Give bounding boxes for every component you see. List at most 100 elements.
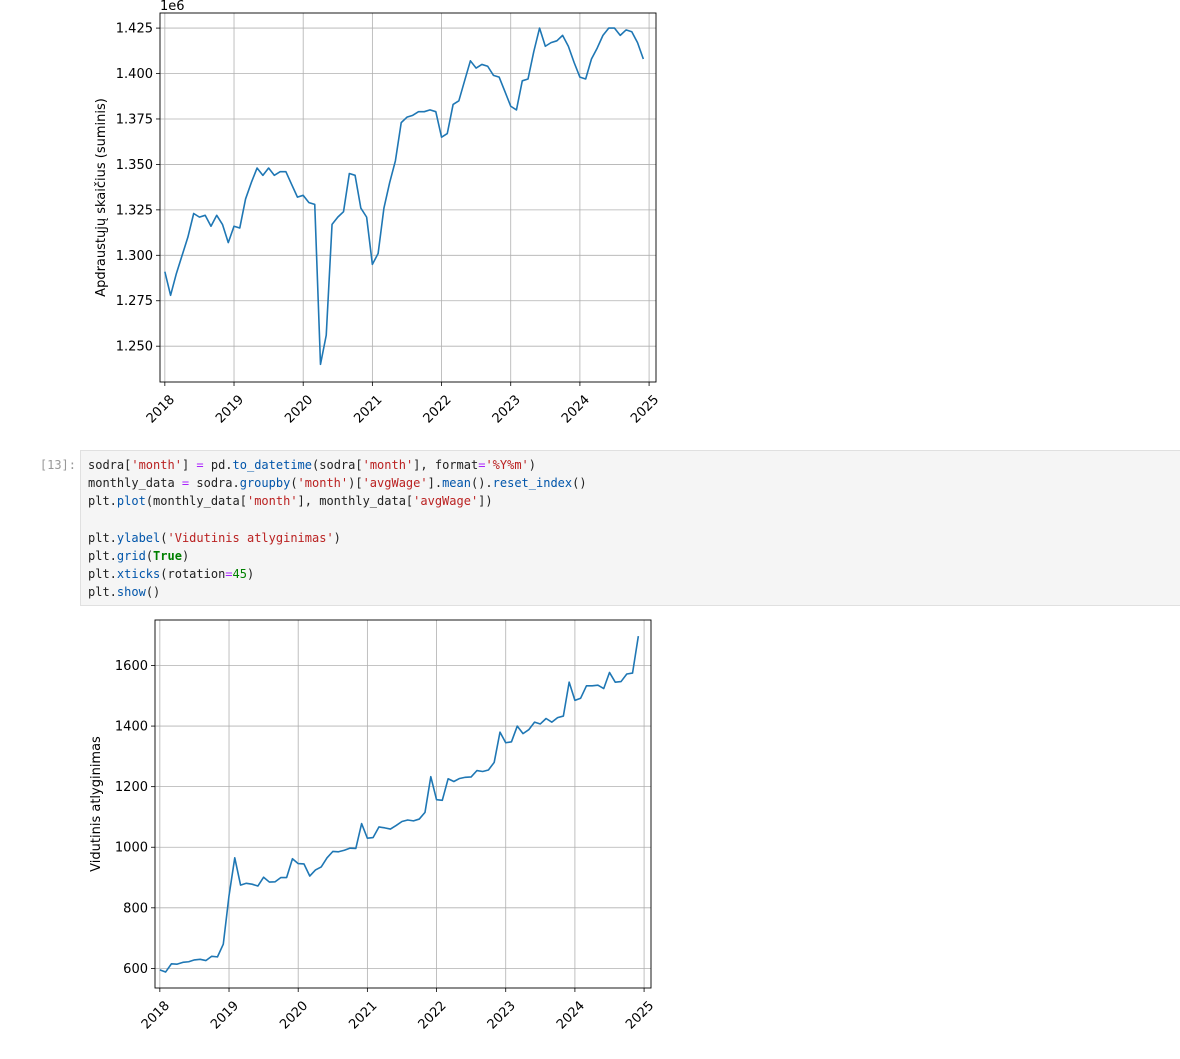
- execution-count: [13]:: [39, 458, 76, 472]
- axes-frame: [159, 12, 657, 383]
- code-token: show: [116, 585, 146, 600]
- code-token: plt.: [88, 530, 117, 545]
- code-token: plot: [116, 494, 146, 509]
- code-cell[interactable]: [13]: sodra['month'] = pd.to_datetime(so…: [0, 450, 1180, 606]
- code-token: plt.: [88, 567, 117, 582]
- code-token: ): [246, 567, 255, 582]
- code-token: ].: [427, 476, 443, 491]
- code-token: 45: [232, 567, 247, 582]
- code-token: 'month': [362, 458, 414, 472]
- code-token: (: [160, 530, 168, 545]
- code-token: xticks: [116, 567, 161, 582]
- code-token: True: [153, 549, 182, 564]
- y-tick-label: 1.425: [116, 22, 153, 37]
- x-tick-label: 2023: [485, 998, 519, 1032]
- code-token: ], format: [413, 458, 479, 472]
- y-tick-label: 1.250: [116, 340, 153, 355]
- x-tick-label: 2024: [559, 392, 593, 426]
- code-token: (): [145, 585, 161, 600]
- x-tick-label: 2019: [208, 998, 242, 1032]
- code-token: ().: [470, 476, 493, 491]
- series-line: [164, 27, 645, 366]
- code-token: pd.: [203, 458, 233, 472]
- code-token: (sodra[: [312, 458, 363, 472]
- code-token: sodra: [88, 458, 125, 472]
- code-token: ]): [478, 494, 493, 509]
- x-tick-label: 2021: [351, 392, 385, 426]
- chart-average-wage: 2018 2019 2020 2021 2022 2023 2024 2025 600 800 10…: [89, 619, 657, 1032]
- code-token: [: [124, 458, 132, 472]
- code-token: 'month': [131, 458, 182, 472]
- series-line: [159, 635, 640, 973]
- code-line: plt.xticks(rotation=45): [88, 567, 254, 581]
- y-tick-label: 1000: [115, 841, 148, 856]
- code-line: monthly_data = sodra.groupby('month')['a…: [88, 476, 587, 490]
- y-tick-label: 1.375: [116, 112, 153, 127]
- code-token: ylabel: [116, 530, 161, 545]
- code-token: plt.: [88, 585, 117, 600]
- y-tick-label: 1.300: [116, 249, 153, 264]
- y-tick-label: 1400: [115, 720, 148, 735]
- output-chart-wage: 2018 2019 2020 2021 2022 2023 2024 2025 600 800 10…: [0, 612, 1180, 1059]
- y-axis-label: Apdraustųjų skaičius (suminis): [94, 98, 109, 297]
- code-token: (): [572, 476, 587, 491]
- x-tick-label: 2024: [554, 998, 588, 1032]
- code-token: 'avgWage': [362, 476, 428, 491]
- code-token: ): [528, 458, 537, 472]
- x-tick-label: 2020: [282, 392, 316, 426]
- code-token: groupby: [239, 476, 291, 491]
- y-tick-label: 1.275: [116, 294, 153, 309]
- x-tick-label: 2018: [139, 998, 173, 1032]
- code-line: plt.ylabel('Vidutinis atlyginimas'): [88, 531, 341, 545]
- y-tick-label: 1.400: [116, 67, 153, 82]
- x-tick-label: 2025: [628, 392, 662, 426]
- x-tick-label: 2022: [421, 392, 455, 426]
- x-tick-label: 2021: [346, 998, 380, 1032]
- y-tick-label: 1200: [115, 780, 148, 795]
- code-line: plt.plot(monthly_data['month'], monthly_…: [88, 494, 493, 508]
- code-token: ): [181, 549, 190, 564]
- code-token: =: [225, 567, 233, 582]
- code-editor[interactable]: sodra['month'] = pd.to_datetime(sodra['m…: [80, 450, 1180, 606]
- code-token: 'month': [246, 494, 298, 509]
- code-token: monthly_data: [88, 476, 182, 491]
- code-token: mean: [442, 476, 471, 491]
- code-token: =: [181, 476, 190, 491]
- code-token: plt.: [88, 494, 117, 509]
- axes-frame: [154, 619, 652, 989]
- code-token: to_datetime: [232, 458, 313, 472]
- code-token: 'avgWage': [413, 494, 479, 509]
- output-chart-insured: 2018 2019 2020 2021 2022 2023 2024 2025 1.250 1.2…: [0, 0, 1180, 445]
- code-token: ], monthly_data[: [297, 494, 414, 509]
- code-token: =: [196, 458, 204, 472]
- code-token: '%Y%m': [485, 458, 529, 472]
- x-tick-label: 2018: [144, 392, 178, 426]
- code-token: )[: [348, 476, 363, 491]
- code-token: plt.: [88, 549, 117, 564]
- x-tick-label: 2025: [623, 998, 657, 1032]
- code-token: (: [290, 476, 298, 491]
- chart-insured-count: 2018 2019 2020 2021 2022 2023 2024 2025 1.250 1.2…: [94, 0, 662, 426]
- y-axis-label: Vidutinis atlyginimas: [89, 736, 104, 872]
- x-tick-label: 2023: [490, 392, 524, 426]
- code-token: reset_index: [492, 476, 573, 491]
- x-tick-label: 2020: [277, 998, 311, 1032]
- code-token: =: [478, 458, 486, 472]
- x-tick-label: 2022: [416, 998, 450, 1032]
- y-tick-label: 1600: [115, 659, 148, 674]
- code-token: ]: [181, 458, 197, 472]
- code-token: (rotation: [160, 567, 226, 582]
- y-tick-label: 800: [123, 901, 148, 916]
- y-tick-label: 600: [123, 962, 148, 977]
- code-text[interactable]: sodra['month'] = pd.to_datetime(sodra['m…: [88, 456, 587, 602]
- y-tick-label: 1.325: [116, 203, 153, 218]
- code-token: ): [333, 530, 341, 545]
- code-line: plt.show(): [88, 585, 160, 599]
- code-token: grid: [116, 549, 146, 564]
- code-token: 'Vidutinis atlyginimas': [167, 530, 334, 545]
- y-tick-label: 1.350: [116, 158, 153, 173]
- x-tick-label: 2019: [213, 392, 247, 426]
- code-token: sodra.: [189, 476, 240, 491]
- code-line: sodra['month'] = pd.to_datetime(sodra['m…: [88, 458, 536, 472]
- code-token: (: [145, 549, 154, 564]
